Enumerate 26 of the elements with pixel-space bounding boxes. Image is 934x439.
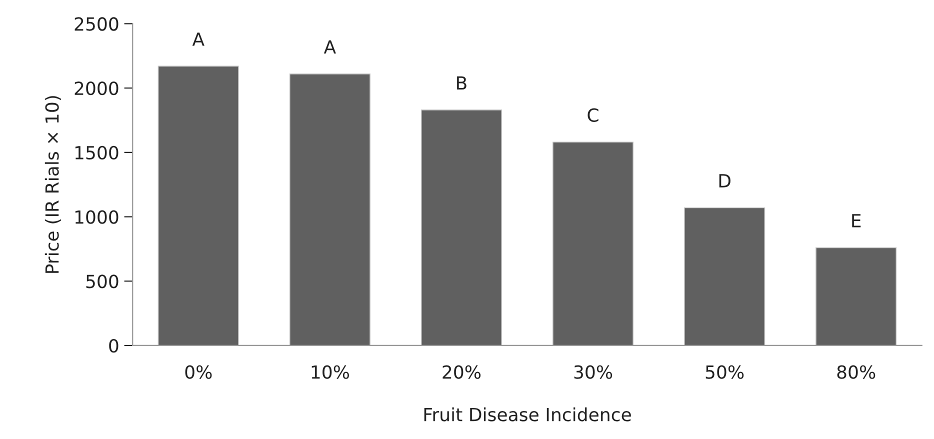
bar	[289, 73, 370, 346]
x-tick-label: 50%	[706, 365, 744, 379]
x-tick-label: 30%	[574, 365, 612, 379]
x-axis-title: Fruit Disease Incidence	[424, 407, 631, 422]
annotation: D	[719, 174, 730, 188]
annotation: B	[457, 76, 466, 90]
y-tick-label: 1000	[75, 210, 118, 224]
x-tick-label: 20%	[442, 365, 481, 379]
bar	[158, 66, 239, 346]
annotation: C	[588, 108, 598, 122]
x-tick-label: 80%	[837, 365, 876, 379]
annotation: A	[192, 32, 204, 46]
annotation: A	[324, 40, 336, 54]
bar	[552, 142, 634, 346]
y-tick-label: 1500	[75, 146, 118, 160]
annotation: E	[852, 214, 861, 228]
bar	[816, 247, 897, 346]
bar	[684, 207, 766, 346]
y-tick-label: 0	[109, 338, 118, 353]
y-tick-label: 2500	[74, 17, 118, 31]
y-tick-label: 500	[86, 274, 118, 288]
x-tick-label: 0%	[185, 365, 212, 379]
x-tick-label: 10%	[312, 365, 350, 379]
bar	[420, 110, 502, 346]
y-axis-title: Price (IR Rials × 10)	[44, 96, 61, 273]
y-tick-label: 2000	[74, 82, 118, 96]
